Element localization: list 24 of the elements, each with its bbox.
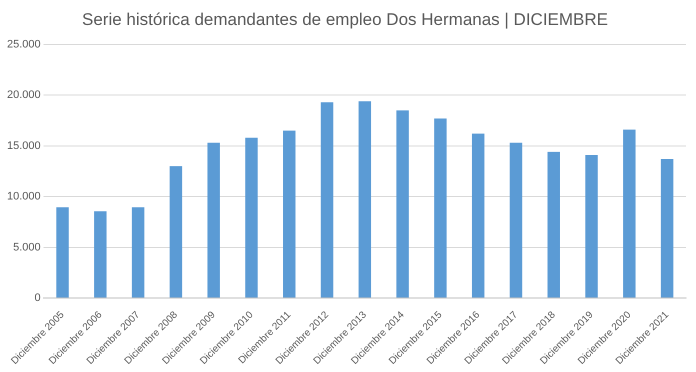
bar — [132, 207, 144, 298]
bar — [170, 166, 182, 298]
bar — [358, 101, 372, 298]
bar — [472, 134, 484, 298]
bar — [585, 154, 598, 298]
bar — [396, 110, 409, 298]
bar — [623, 130, 636, 298]
bar — [434, 118, 447, 298]
y-tick-label: 25.000 — [6, 38, 41, 50]
bar — [56, 207, 69, 298]
bar — [245, 138, 258, 298]
y-tick-label: 5.000 — [13, 241, 41, 254]
chart-title: Serie histórica demandantes de empleo Dos Hermanas | DICIEMBRE — [82, 10, 608, 29]
bar — [660, 159, 674, 298]
bar — [94, 211, 107, 298]
bar — [510, 142, 522, 298]
y-tick-label: 10.000 — [6, 190, 41, 203]
bar — [207, 142, 220, 298]
bar — [283, 130, 296, 298]
y-tick-label: 0 — [34, 292, 41, 304]
bar — [320, 102, 334, 298]
bar — [548, 152, 560, 298]
y-tick-label: 15.000 — [6, 140, 41, 152]
y-tick-label: 20.000 — [6, 89, 41, 102]
